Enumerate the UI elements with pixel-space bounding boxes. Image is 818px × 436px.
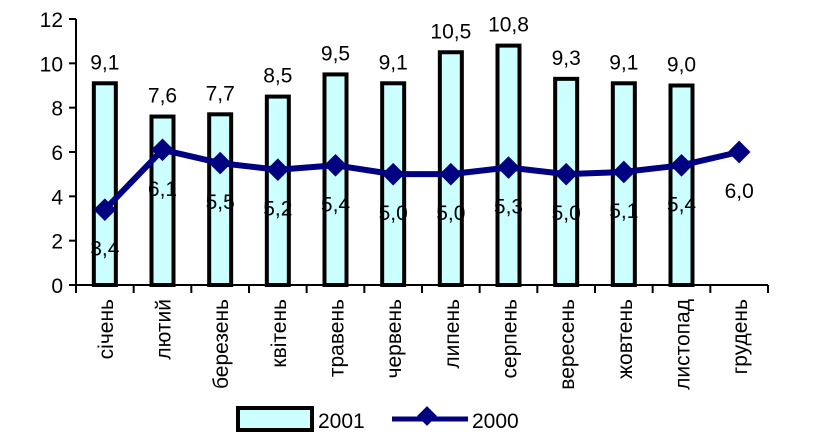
data-label-2001: 9,5 (321, 42, 350, 65)
y-tick-label: 12 (40, 9, 63, 32)
y-tick-label: 6 (51, 142, 63, 165)
legend-swatch-2001 (236, 406, 314, 432)
category-label: червень (383, 299, 406, 378)
category-label: вересень (556, 299, 579, 390)
category-label: лютий (153, 299, 176, 360)
data-label-2001: 9,1 (609, 51, 638, 74)
line-2000 (102, 146, 740, 212)
point-2000 (93, 198, 117, 221)
category-label: листопад (672, 299, 695, 390)
data-label-2001: 7,7 (206, 82, 235, 105)
data-label-2000: 5,5 (206, 191, 235, 214)
bar-2001 (264, 94, 291, 288)
data-label-2000: 5,0 (552, 202, 581, 225)
data-label-2001: 10,8 (488, 14, 529, 37)
data-label-2000: 5,0 (379, 202, 408, 225)
legend-marker-2000 (417, 406, 437, 426)
category-label: січень (95, 299, 118, 359)
category-labels: січень лютий березень квітень травень червень… (95, 299, 752, 390)
y-tick-label: 10 (40, 53, 63, 76)
point-2000 (727, 140, 751, 164)
axes: 0 2 4 6 8 10 12 (40, 9, 769, 298)
data-label-2001: 7,6 (148, 85, 177, 108)
data-label-2000: 5,1 (609, 200, 638, 223)
category-label: грудень (729, 299, 752, 374)
data-label-2000: 5,4 (667, 193, 697, 216)
category-label: травень (326, 299, 349, 377)
bar-2001 (322, 72, 349, 287)
bar-2001 (91, 81, 118, 287)
legend: 2001 2000 (236, 406, 519, 433)
data-label-2000: 5,0 (436, 202, 465, 225)
category-label: жовтень (614, 299, 637, 379)
data-label-2001: 10,5 (430, 20, 471, 43)
y-tick-label: 8 (51, 98, 63, 121)
y-tick-label: 2 (51, 231, 63, 254)
bar-2001 (610, 81, 637, 287)
line-series-2000 (93, 138, 751, 221)
data-label-2000: 5,2 (263, 198, 292, 221)
data-label-2000: 3,4 (90, 238, 120, 261)
data-label-2000: 6,0 (725, 180, 754, 203)
y-tick-label: 0 (51, 275, 63, 298)
data-label-2001: 9,1 (379, 51, 408, 74)
bar-series-2001 (91, 43, 695, 288)
data-label-2001: 8,5 (263, 65, 292, 88)
category-label: серпень (499, 299, 522, 379)
category-label: березень (210, 299, 233, 389)
data-label-2000: 5,4 (321, 193, 351, 216)
legend-label-2001: 2001 (318, 410, 365, 433)
category-label: липень (441, 299, 464, 369)
y-tick-label: 4 (51, 186, 63, 209)
category-label: квітень (268, 299, 291, 368)
legend-label-2000: 2000 (472, 410, 519, 433)
data-label-2001: 9,0 (667, 54, 696, 77)
data-label-2000: 6,1 (148, 178, 177, 201)
data-label-2000: 5,3 (494, 196, 523, 219)
data-labels: 9,1 7,6 7,7 8,5 9,5 9,1 10,5 10,8 9,3 9,1 9,0 3,4 6,… (90, 14, 754, 261)
bar-2001 (668, 83, 695, 287)
data-label-2001: 9,3 (552, 47, 581, 70)
data-label-2001: 9,1 (90, 51, 119, 74)
bar-2001 (207, 112, 234, 287)
